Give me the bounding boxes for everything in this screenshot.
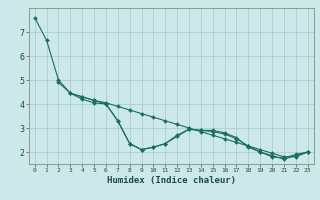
X-axis label: Humidex (Indice chaleur): Humidex (Indice chaleur) <box>107 176 236 185</box>
